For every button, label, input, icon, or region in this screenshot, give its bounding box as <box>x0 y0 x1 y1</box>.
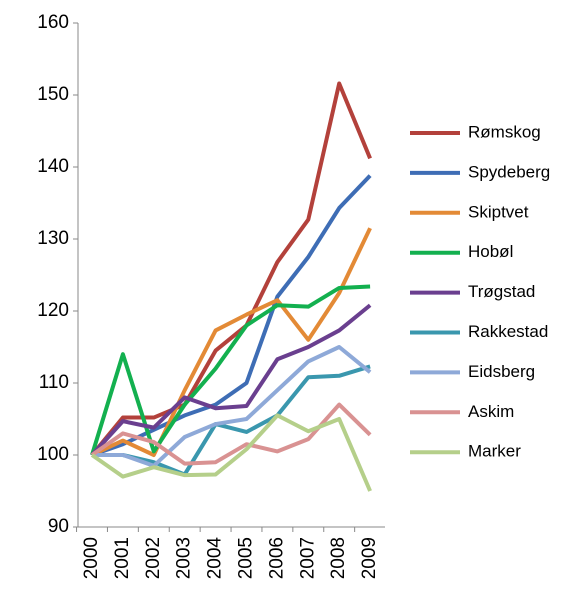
y-tick-label: 150 <box>37 84 69 105</box>
y-tick-label: 130 <box>37 228 69 249</box>
legend-label: Rakkestad <box>468 322 548 341</box>
y-tick-label: 90 <box>48 516 69 537</box>
legend-label: Skiptvet <box>468 202 529 221</box>
x-tick-label: 2007 <box>297 537 318 579</box>
series-line <box>90 402 372 466</box>
x-tick-label: 2002 <box>143 537 164 579</box>
x-tick-label: 2008 <box>328 537 349 579</box>
series-line <box>90 284 371 456</box>
x-tick-label: 2006 <box>266 537 287 579</box>
legend-label: Spydeberg <box>468 162 550 181</box>
legend-label: Hobøl <box>468 242 513 261</box>
legend-label: Marker <box>468 442 521 461</box>
legend: Rømskog Spydeberg Skiptvet Hobøl Trøgstad Rak… <box>410 122 550 461</box>
y-tick-label: 160 <box>37 12 69 33</box>
x-tick-label: 2005 <box>236 537 257 579</box>
series-line <box>92 345 372 468</box>
series-line <box>90 81 372 457</box>
x-tick-label: 2000 <box>81 537 102 579</box>
legend-label: Rømskog <box>468 122 541 141</box>
legend-label: Eidsberg <box>468 362 535 381</box>
y-tick-label: 140 <box>37 156 69 177</box>
y-tick-label: 100 <box>37 444 69 465</box>
series-line <box>91 227 372 457</box>
x-tick-label: 2003 <box>174 537 195 579</box>
x-tick-label: 2004 <box>205 537 226 580</box>
series-line <box>91 174 372 457</box>
series-line <box>90 303 372 457</box>
y-tick-label: 120 <box>37 300 69 321</box>
x-tick-label: 2009 <box>359 537 380 579</box>
y-tick-label: 110 <box>39 372 69 393</box>
legend-label: Trøgstad <box>468 282 535 301</box>
legend-label: Askim <box>468 402 514 421</box>
series-line <box>90 413 372 492</box>
x-tick-label: 2001 <box>112 537 133 579</box>
